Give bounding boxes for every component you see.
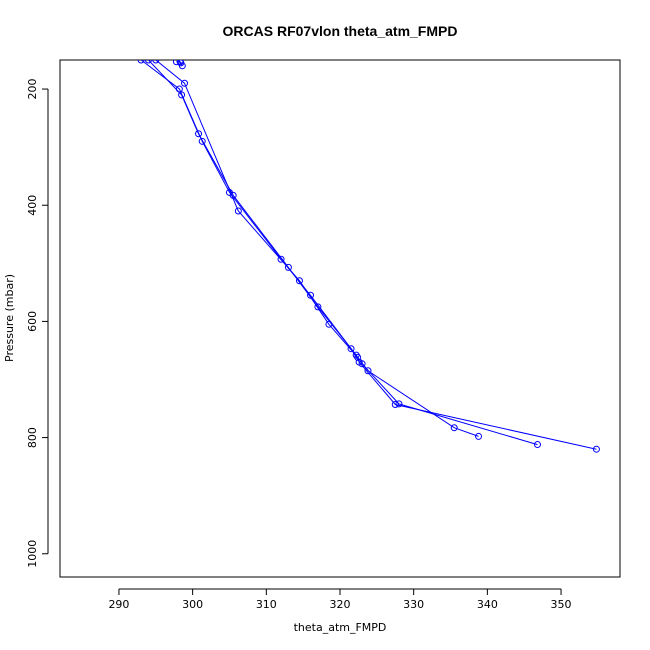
data-point [354,353,362,361]
data-layer [137,60,600,453]
plot-area [59,59,621,578]
data-point [450,424,458,432]
data-point [176,60,184,66]
y-tick-label: 600 [26,311,39,332]
data-point [284,263,292,271]
data-point [295,277,303,285]
data-point [325,320,333,328]
x-tick-label: 350 [551,598,572,611]
data-point [347,345,355,353]
data-point [314,303,322,311]
data-point [178,62,186,70]
data-point [358,360,366,368]
y-tick-label: 400 [26,195,39,216]
data-point [475,432,483,440]
x-tick-label: 340 [477,598,498,611]
x-tick-label: 320 [330,598,351,611]
data-point [395,400,403,408]
y-axis: 200 400 600 800 1000 [26,79,49,568]
x-tick-label: 310 [256,598,277,611]
data-point [234,207,242,215]
y-axis-label: Pressure (mbar) [3,274,16,362]
series-line [155,60,479,437]
data-point [592,445,600,453]
x-axis: 290 300 310 320 330 340 350 [108,588,572,611]
data-point [391,400,399,408]
y-tick-label: 800 [26,427,39,448]
data-point [172,60,180,66]
x-axis-label: theta_atm_FMPD [294,621,387,634]
data-point [137,60,145,64]
data-point [277,255,285,263]
data-point [178,91,186,99]
x-tick-label: 290 [108,598,129,611]
data-point [144,60,152,64]
x-tick-label: 330 [403,598,424,611]
data-point [307,291,315,299]
data-point [364,367,372,375]
plot-frame [59,59,621,578]
data-point [198,137,206,145]
y-tick-label: 200 [26,79,39,100]
series-line [148,60,538,446]
series-line [140,60,597,450]
data-point [181,79,189,87]
data-point [195,130,203,138]
data-point [152,60,160,64]
data-point [533,441,541,449]
chart-title: ORCAS RF07vlon theta_atm_FMPD [223,23,458,39]
x-tick-label: 300 [182,598,203,611]
y-tick-label: 1000 [26,540,39,568]
